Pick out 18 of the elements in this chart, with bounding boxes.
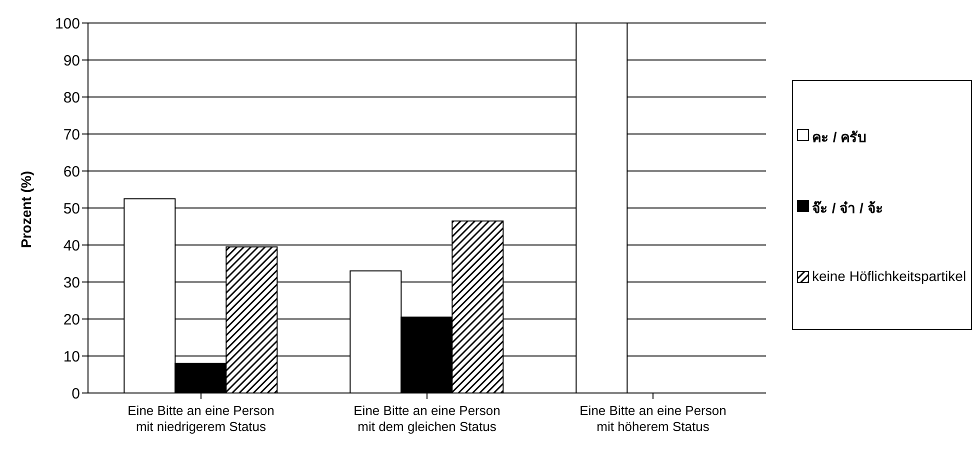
y-tick-label: 90 (63, 52, 80, 70)
y-tick-label: 80 (63, 89, 80, 106)
x-tick-label: Eine Bitte an eine Person mit höherem Status (580, 403, 726, 434)
y-tick-label: 0 (72, 385, 80, 402)
x-tick-label: Eine Bitte an eine Person mit niedrigerem Status (128, 403, 274, 434)
x-tick-label: Eine Bitte an eine Person mit dem gleichen Status (354, 403, 500, 434)
y-tick-label: 70 (63, 126, 80, 144)
y-tick-label: 50 (63, 200, 80, 218)
y-tick-label: 20 (63, 311, 80, 328)
y-tick-label: 30 (63, 274, 80, 292)
y-tick-label: 60 (63, 163, 80, 180)
legend-label: จ๊ะ / จ๋า / จ้ะ (812, 198, 884, 218)
y-tick-label: 10 (63, 348, 80, 366)
legend-label: คะ / ครับ (812, 128, 867, 147)
y-axis-title: Prozent (%) (18, 171, 34, 248)
y-tick-label: 40 (63, 237, 80, 254)
y-tick-label: 100 (54, 15, 80, 32)
legend-label: keine Höflichkeitspartikel (812, 268, 966, 284)
